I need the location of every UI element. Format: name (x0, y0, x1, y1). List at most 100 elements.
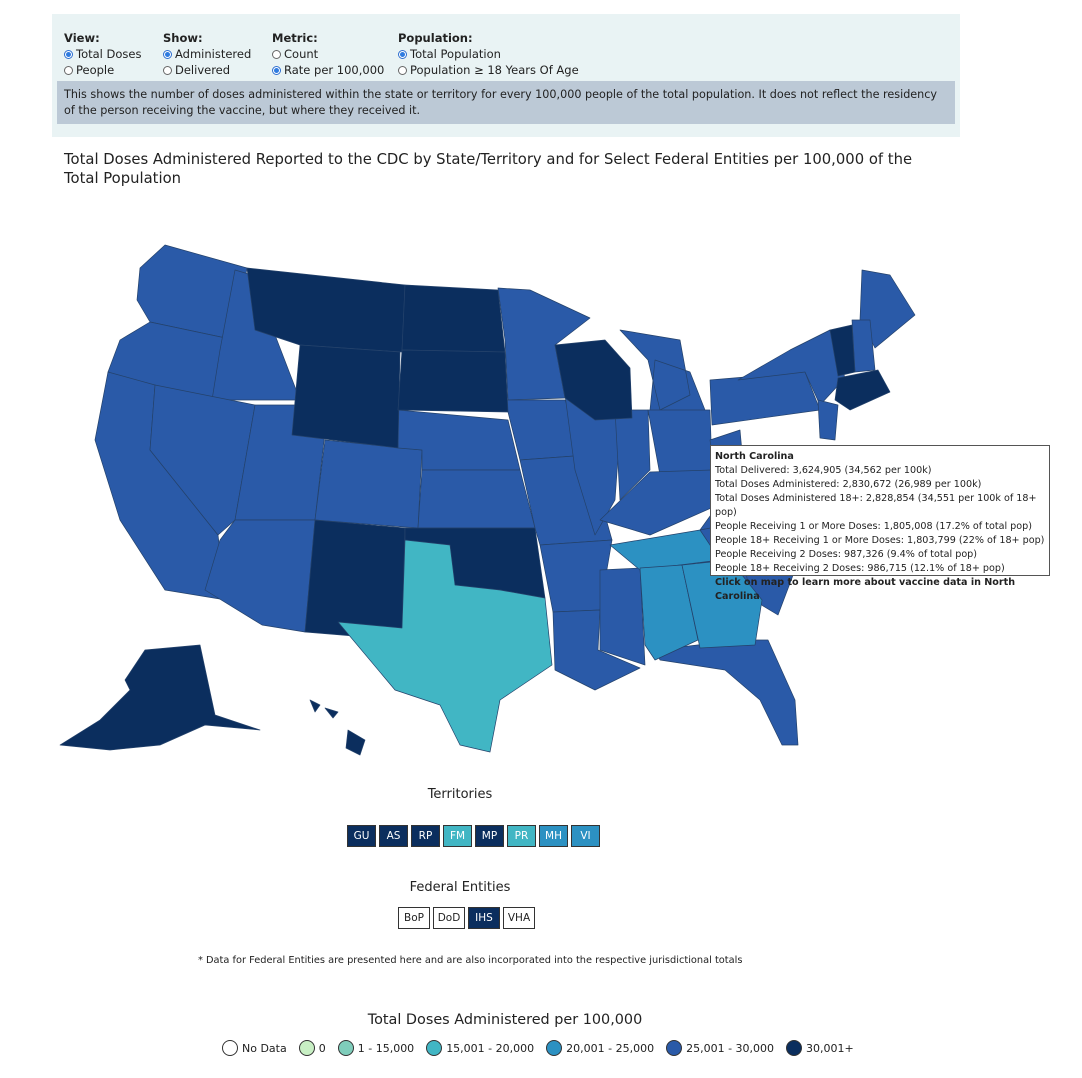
radio-empty-icon (272, 49, 281, 59)
radio-empty-icon (64, 65, 73, 75)
state-new-mexico[interactable] (304, 519, 406, 641)
show-label: Show: (163, 31, 203, 45)
tooltip-line: People 18+ Receiving 1 or More Doses: 1,… (715, 535, 1045, 546)
metric-count-radio[interactable]: Count (272, 46, 384, 62)
legend-swatch (298, 1040, 315, 1056)
radio-empty-icon (163, 65, 172, 75)
map-title: Total Doses Administered Reported to the… (64, 151, 913, 187)
map-legend: No Data 0 1 - 15,000 15,001 - 20,000 20,001 … (222, 1040, 866, 1056)
radio-selected-icon (64, 49, 73, 59)
state-maine[interactable] (859, 269, 916, 349)
legend-item: No Data (222, 1040, 287, 1056)
federal-chip-bop[interactable]: BoP (398, 907, 430, 929)
state-alaska[interactable] (59, 644, 261, 751)
state-pennsylvania[interactable] (709, 371, 821, 426)
legend-swatch (786, 1040, 803, 1056)
metric-description: This shows the number of doses administe… (57, 81, 955, 124)
radio-empty-icon (398, 65, 407, 75)
state-mississippi[interactable] (599, 567, 646, 666)
tooltip-line: Total Doses Administered 18+: 2,828,854 … (715, 493, 1037, 518)
metric-label: Metric: (272, 31, 318, 45)
view-control: View: Total Doses People (64, 30, 141, 78)
territory-chips: GU AS RP FM MP PR MH VI (347, 825, 600, 847)
show-delivered-radio[interactable]: Delivered (163, 62, 251, 78)
legend-item: 0 (298, 1040, 326, 1056)
state-massachusetts-ct-ri[interactable] (834, 369, 891, 411)
territory-chip-gu[interactable]: GU (347, 825, 376, 847)
state-new-jersey[interactable] (817, 399, 839, 441)
show-control: Show: Administered Delivered (163, 30, 251, 78)
territory-chip-pr[interactable]: PR (507, 825, 536, 847)
state-nevada[interactable] (149, 384, 256, 536)
legend-swatch (426, 1040, 443, 1056)
metric-control: Metric: Count Rate per 100,000 (272, 30, 384, 78)
legend-item: 1 - 15,000 (337, 1040, 415, 1056)
tooltip-line: Total Doses Administered: 2,830,672 (26,… (715, 479, 982, 490)
view-label: View: (64, 31, 100, 45)
territory-chip-fm[interactable]: FM (443, 825, 472, 847)
territories-title: Territories (427, 787, 493, 802)
legend-item: 25,001 - 30,000 (666, 1040, 774, 1056)
state-wyoming[interactable] (291, 344, 401, 449)
state-indiana[interactable] (614, 409, 651, 501)
state-hawaii[interactable] (309, 699, 366, 756)
territory-chip-mp[interactable]: MP (475, 825, 504, 847)
tooltip-line: People Receiving 2 Doses: 987,326 (9.4% … (715, 549, 978, 560)
territory-chip-rp[interactable]: RP (411, 825, 440, 847)
tooltip-link[interactable]: Click on map to learn more about vaccine… (715, 577, 1016, 602)
state-alabama[interactable] (639, 564, 699, 661)
radio-selected-icon (398, 49, 407, 59)
state-florida[interactable] (654, 639, 799, 746)
state-vermont[interactable] (829, 324, 856, 377)
legend-label: No Data (242, 1041, 287, 1055)
legend-label: 20,001 - 25,000 (566, 1041, 655, 1055)
legend-label: 1 - 15,000 (357, 1041, 415, 1055)
population-total-radio[interactable]: Total Population (398, 46, 579, 62)
legend-label: 25,001 - 30,000 (686, 1041, 775, 1055)
federal-chip-ihs[interactable]: IHS (468, 907, 500, 929)
tooltip-line: Total Delivered: 3,624,905 (34,562 per 1… (715, 465, 932, 476)
state-north-dakota[interactable] (401, 284, 506, 353)
legend-label: 0 (318, 1041, 326, 1055)
map-controls-panel: View: Total Doses People Show: Administe… (52, 14, 960, 137)
territory-chip-mh[interactable]: MH (539, 825, 568, 847)
legend-item: 30,001+ (786, 1040, 854, 1056)
legend-swatch (337, 1040, 354, 1056)
federal-chip-vha[interactable]: VHA (503, 907, 535, 929)
state-texas[interactable] (337, 539, 553, 753)
us-choropleth-map[interactable] (0, 0, 1082, 800)
tooltip-line: People Receiving 1 or More Doses: 1,805,… (715, 521, 1032, 532)
population-control: Population: Total Population Population … (398, 30, 579, 78)
state-colorado[interactable] (314, 439, 423, 529)
state-kentucky[interactable] (599, 469, 719, 536)
state-ohio[interactable] (647, 409, 713, 476)
territory-chip-as[interactable]: AS (379, 825, 408, 847)
show-administered-radio[interactable]: Administered (163, 46, 251, 62)
population-18plus-radio[interactable]: Population ≥ 18 Years Of Age (398, 62, 579, 78)
federal-entities-note: * Data for Federal Entities are presente… (198, 955, 743, 966)
metric-rate-radio[interactable]: Rate per 100,000 (272, 62, 384, 78)
legend-swatch (666, 1040, 683, 1056)
state-south-dakota[interactable] (397, 349, 509, 413)
tooltip-line: People 18+ Receiving 2 Doses: 986,715 (1… (715, 563, 1005, 574)
legend-item: 15,001 - 20,000 (426, 1040, 534, 1056)
legend-title: Total Doses Administered per 100,000 (367, 1012, 643, 1028)
territory-chip-vi[interactable]: VI (571, 825, 600, 847)
state-kansas[interactable] (417, 469, 536, 529)
state-wisconsin[interactable] (554, 339, 633, 421)
view-people-radio[interactable]: People (64, 62, 141, 78)
tooltip-state-name: North Carolina (715, 451, 794, 462)
legend-label: 30,001+ (806, 1041, 854, 1055)
state-tooltip: North Carolina Total Delivered: 3,624,90… (710, 445, 1050, 602)
legend-item: 20,001 - 25,000 (546, 1040, 654, 1056)
legend-label: 15,001 - 20,000 (446, 1041, 535, 1055)
federal-entity-chips: BoP DoD IHS VHA (398, 907, 535, 929)
view-total-doses-radio[interactable]: Total Doses (64, 46, 141, 62)
state-michigan[interactable] (619, 329, 706, 421)
federal-chip-dod[interactable]: DoD (433, 907, 465, 929)
population-label: Population: (398, 31, 473, 45)
legend-swatch (222, 1040, 238, 1056)
state-arizona[interactable] (204, 519, 316, 633)
legend-swatch (546, 1040, 563, 1056)
radio-selected-icon (163, 49, 172, 59)
